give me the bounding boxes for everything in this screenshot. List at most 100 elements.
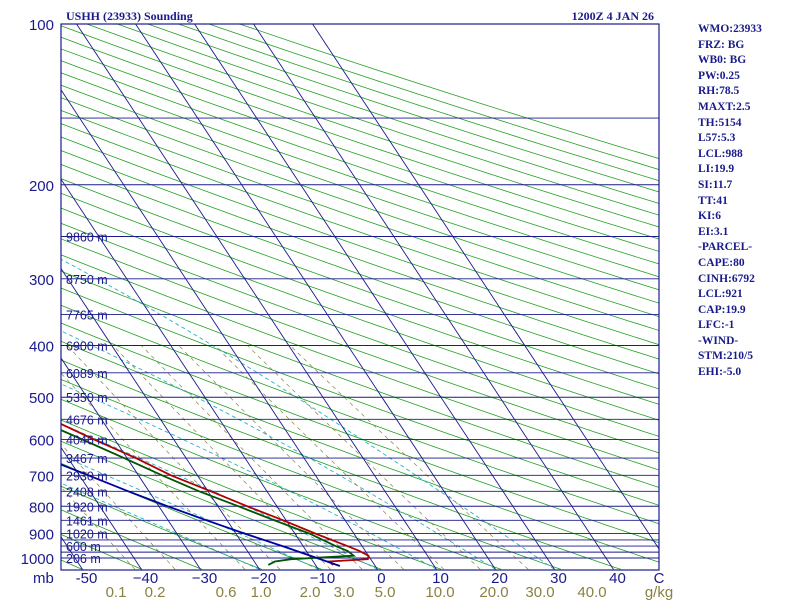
dewpoint-trace xyxy=(61,429,357,566)
mixing-ratio-label: 3.0 xyxy=(334,584,355,600)
dry-adiabat xyxy=(61,48,659,252)
sounding-index: CAP:19.9 xyxy=(698,303,746,316)
isotherm xyxy=(0,24,23,569)
temperature-tick-label: −10 xyxy=(310,570,335,587)
dry-adiabat xyxy=(61,398,502,570)
mixing-ratio-label: 30.0 xyxy=(525,584,554,600)
sounding-index: L57:5.3 xyxy=(698,132,736,145)
mixing-ratio-line xyxy=(61,372,246,570)
sounding-index: PW:0.25 xyxy=(698,69,740,82)
dry-adiabat xyxy=(61,359,621,570)
dry-adiabat xyxy=(61,72,659,278)
height-label: 8750 m xyxy=(66,273,108,287)
isotherm xyxy=(76,24,437,570)
isotherm xyxy=(194,24,555,570)
mixing-ratio-line xyxy=(247,345,481,570)
isotherm xyxy=(61,178,319,570)
mixing-ratio-line xyxy=(178,345,404,570)
dry-adiabat xyxy=(61,164,659,375)
sounding-indices-panel: WMO:23933 FRZ: BG WB0: BG PW:0.25 RH:78.5 MAX… xyxy=(698,22,798,381)
temperature-tick-label: -50 xyxy=(76,570,98,587)
height-label: 6089 m xyxy=(66,367,108,381)
sounding-index: CINH:6792 xyxy=(698,272,755,285)
height-label: 1920 m xyxy=(66,500,108,514)
dry-adiabat xyxy=(61,222,659,437)
height-label: 6900 m xyxy=(66,340,108,354)
isotherm xyxy=(312,24,659,550)
dry-adiabat xyxy=(61,485,262,570)
dry-adiabat xyxy=(61,178,659,390)
dry-adiabat xyxy=(61,97,659,304)
temperature-tick-label: 40 xyxy=(609,570,626,587)
temperature-tick-label: 30 xyxy=(550,570,567,587)
pressure-label: 400 xyxy=(29,339,54,356)
sounding-index: TH:5154 xyxy=(698,116,742,129)
height-label: 2408 m xyxy=(66,485,108,499)
height-label: 4046 m xyxy=(66,434,108,448)
isotherm xyxy=(61,89,378,570)
sounding-curves xyxy=(61,422,370,567)
sounding-index: TT:41 xyxy=(698,194,728,207)
dry-adiabat xyxy=(61,322,659,544)
mixing-ratio-line xyxy=(61,443,176,570)
pressure-unit-label: mb xyxy=(33,570,54,587)
dry-adiabat xyxy=(61,136,659,346)
mixing-ratio-label: 2.0 xyxy=(300,584,321,600)
height-label: 7765 m xyxy=(66,309,108,323)
height-label: 600 m xyxy=(66,540,101,554)
height-label: 3467 m xyxy=(66,452,108,466)
dry-adiabat xyxy=(0,24,22,569)
pressure-label: 500 xyxy=(29,390,54,407)
temperature-unit-label: C xyxy=(654,570,665,587)
pressure-label: 800 xyxy=(29,499,54,516)
temperature-tick-label: −20 xyxy=(251,570,276,587)
isotherm xyxy=(253,24,614,570)
pressure-label: 900 xyxy=(29,527,54,544)
sounding-index: KI:6 xyxy=(698,210,721,223)
height-label: 9860 m xyxy=(66,230,108,244)
mixing-ratio-line xyxy=(67,345,281,570)
pressure-label: 1000 xyxy=(21,551,54,568)
dry-adiabat xyxy=(61,462,322,570)
mixing-ratio-line xyxy=(112,345,331,570)
chart-grid xyxy=(0,24,659,570)
height-label: 2930 m xyxy=(66,469,108,483)
moist-adiabat xyxy=(61,423,378,570)
dry-adiabat xyxy=(61,378,561,570)
sounding-index: FRZ: BG xyxy=(698,38,745,51)
pressure-label: 700 xyxy=(29,468,54,485)
parcel-trace xyxy=(61,463,341,567)
isotherm xyxy=(135,24,496,570)
sounding-index: MAXT:2.5 xyxy=(698,100,751,113)
sounding-index: -PARCEL- xyxy=(698,241,753,254)
dry-adiabat xyxy=(61,419,442,570)
dry-adiabat xyxy=(61,238,659,454)
plot-frame xyxy=(60,23,660,571)
mixing-ratio-label: 40.0 xyxy=(577,584,606,600)
mixing-ratio-line xyxy=(141,345,363,570)
pressure-label: 300 xyxy=(29,272,54,289)
mixing-ratio-label: 10.0 xyxy=(425,584,454,600)
temperature-tick-label: −30 xyxy=(192,570,217,587)
height-label: 5350 m xyxy=(66,391,108,405)
isotherm xyxy=(61,446,142,570)
temperature-tick-label: 20 xyxy=(491,570,508,587)
sounding-index: LCL:988 xyxy=(698,147,743,160)
dry-adiabat xyxy=(61,123,659,331)
mixing-ratio-label: 0.1 xyxy=(106,584,127,600)
height-label: 206 m xyxy=(66,552,101,566)
pressure-label: 100 xyxy=(29,17,54,34)
temperature-tick-label: −40 xyxy=(133,570,158,587)
mixing-ratio-label: 20.0 xyxy=(479,584,508,600)
dry-adiabat xyxy=(61,84,659,291)
sounding-index: LI:19.9 xyxy=(698,163,735,176)
chart-title-left: USHH (23933) Sounding xyxy=(66,9,193,23)
pressure-label: 600 xyxy=(29,433,54,450)
moist-adiabat xyxy=(61,383,437,570)
sounding-index: LFC:-1 xyxy=(698,319,735,332)
sounding-index: WB0: BG xyxy=(698,54,747,67)
sounding-index: RH:78.5 xyxy=(698,85,740,98)
mixing-ratio-label: 5.0 xyxy=(375,584,396,600)
